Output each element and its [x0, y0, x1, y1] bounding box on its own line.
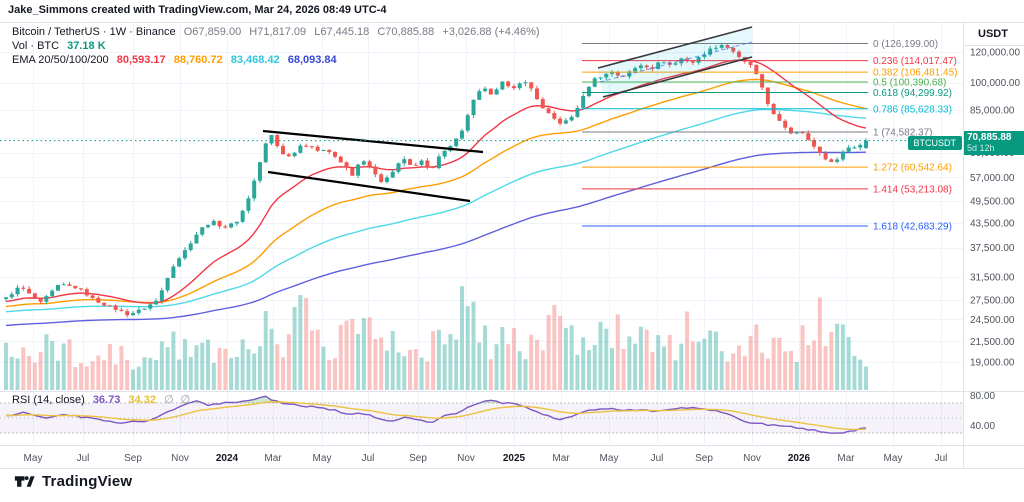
time-axis-month-label: Nov	[457, 453, 475, 464]
svg-text:1.414 (53,213.08): 1.414 (53,213.08)	[873, 184, 952, 195]
rsi-pane[interactable]	[0, 395, 963, 434]
time-axis-month-label: Jul	[651, 453, 664, 464]
svg-text:49,500.00: 49,500.00	[970, 197, 1015, 208]
svg-text:27,500.00: 27,500.00	[970, 295, 1015, 306]
ema-row: EMA 20/50/100/200 80,593.17 88,760.72 83…	[12, 53, 545, 67]
trendline-annotations[interactable]	[262, 26, 753, 203]
time-axis-month-label: Nov	[743, 453, 761, 464]
svg-text:37,500.00: 37,500.00	[970, 243, 1015, 254]
ema20-value: 80,593.17	[116, 54, 166, 66]
svg-text:57,000.00: 57,000.00	[970, 173, 1015, 184]
volume-row: Vol · BTC 37.18 K	[12, 39, 545, 53]
time-axis-month-label: Jul	[362, 453, 375, 464]
svg-text:40.00: 40.00	[970, 421, 995, 432]
volume-bars	[4, 286, 868, 390]
time-axis-month-label: Sep	[695, 453, 713, 464]
rsi-value: 36.73	[92, 394, 121, 406]
ohlc-open: O67,859.00	[183, 26, 242, 38]
time-axis-month-label: Mar	[264, 453, 282, 464]
volume-value: 37.18 K	[67, 40, 106, 52]
rising-channel-midline	[599, 41, 753, 83]
rsi-label[interactable]: RSI (14, close)	[12, 394, 85, 406]
svg-text:31,500.00: 31,500.00	[970, 273, 1015, 284]
time-axis-year-label: 2026	[788, 453, 811, 464]
symbol-row: Bitcoin / TetherUS · 1W · Binance O67,85…	[12, 25, 545, 39]
footer: TradingView	[14, 473, 132, 490]
time-axis-month-label: Mar	[837, 453, 855, 464]
svg-text:0.236 (114,017.47): 0.236 (114,017.47)	[873, 56, 957, 67]
svg-text:0 (126,199.00): 0 (126,199.00)	[873, 39, 938, 50]
svg-text:24,500.00: 24,500.00	[970, 315, 1015, 326]
ohlc-high: H71,817.09	[249, 26, 307, 38]
ema100-value: 83,468.42	[230, 54, 280, 66]
symbol-title[interactable]: Bitcoin / TetherUS · 1W · Binance	[12, 26, 176, 38]
time-axis-month-label: May	[24, 453, 43, 464]
svg-text:100,000.00: 100,000.00	[970, 78, 1020, 89]
rising-channel-line	[597, 26, 753, 69]
time-axis-month-label: Sep	[124, 453, 142, 464]
time-axis-month-label: Jul	[935, 453, 948, 464]
price-line-symbol-badge: BTCUSDT	[907, 136, 962, 150]
svg-text:19,000.00: 19,000.00	[970, 358, 1015, 369]
pane-borders	[0, 22, 1024, 469]
svg-text:1.272 (60,542.64): 1.272 (60,542.64)	[873, 163, 952, 174]
last-price-value: 70,885.88	[967, 132, 1012, 143]
ema-label[interactable]: EMA 20/50/100/200	[12, 54, 109, 66]
empty-set-icon: ∅	[180, 394, 191, 406]
time-axis-month-label: Sep	[409, 453, 427, 464]
svg-text:0.382 (106,481.45): 0.382 (106,481.45)	[873, 68, 958, 79]
candle-countdown: 5d 12h	[967, 143, 995, 153]
time-axis-month-label: May	[313, 453, 332, 464]
time-axis-month-label: Jul	[77, 453, 90, 464]
svg-text:0.618 (94,299.92): 0.618 (94,299.92)	[873, 88, 952, 99]
ohlc-close: C70,885.88	[377, 26, 435, 38]
time-axis-month-label: May	[884, 453, 903, 464]
last-price-badge: 70,885.88 5d 12h	[964, 131, 1024, 155]
time-axis[interactable]: May Jul Sep Nov 2024 Mar May Jul Sep Nov 2025 Mar Ma…	[24, 453, 948, 464]
svg-text:0.786 (85,628.33): 0.786 (85,628.33)	[873, 104, 952, 115]
watermark-text: Jake_Simmons created with TradingView.co…	[8, 4, 387, 16]
descending-channel-line	[267, 170, 471, 203]
ema50-value: 88,760.72	[173, 54, 223, 66]
price-axis[interactable]: USDT120,000.00100,000.0085,000.0072,000.…	[970, 28, 1020, 432]
rising-channel-line	[602, 56, 753, 98]
fib-retracement[interactable]: 0 (126,199.00) 0.236 (114,017.47)0.382 (1…	[582, 39, 958, 232]
price-change: +3,026.88 (+4.46%)	[442, 26, 540, 38]
svg-text:1.618 (42,683.29): 1.618 (42,683.29)	[873, 221, 952, 232]
tradingview-logo-icon[interactable]	[14, 473, 35, 490]
volume-label[interactable]: Vol · BTC	[12, 40, 60, 52]
time-axis-month-label: Nov	[171, 453, 189, 464]
rsi-legend: RSI (14, close) 36.73 34.32 ∅ ∅	[12, 393, 194, 406]
ema200-value: 68,093.84	[287, 54, 337, 66]
svg-text:0.5 (100,390.68): 0.5 (100,390.68)	[873, 78, 946, 89]
svg-text:80.00: 80.00	[970, 391, 995, 402]
svg-text:1 (74,582.37): 1 (74,582.37)	[873, 128, 933, 139]
time-axis-year-label: 2024	[216, 453, 239, 464]
rsi-ma-value: 34.32	[128, 394, 156, 406]
chart-legend: Bitcoin / TetherUS · 1W · Binance O67,85…	[12, 25, 545, 67]
ema200-line	[5, 151, 867, 327]
time-axis-month-label: Mar	[552, 453, 570, 464]
svg-text:120,000.00: 120,000.00	[970, 48, 1020, 59]
ema-lines	[5, 59, 867, 327]
price-axis-currency: USDT	[978, 28, 1008, 40]
descending-channel-line	[262, 129, 484, 154]
time-axis-year-label: 2025	[503, 453, 526, 464]
candles	[4, 43, 868, 318]
svg-text:43,500.00: 43,500.00	[970, 218, 1015, 229]
ema100-line	[5, 108, 867, 313]
time-axis-month-label: May	[600, 453, 619, 464]
svg-text:85,000.00: 85,000.00	[970, 106, 1015, 117]
ema20-line	[5, 59, 867, 304]
rsi-ma-line	[6, 401, 867, 431]
svg-text:21,500.00: 21,500.00	[970, 337, 1015, 348]
empty-set-icon: ∅	[164, 394, 174, 406]
tradingview-brand-text[interactable]: TradingView	[42, 473, 133, 490]
ohlc-low: L67,445.18	[314, 26, 370, 38]
